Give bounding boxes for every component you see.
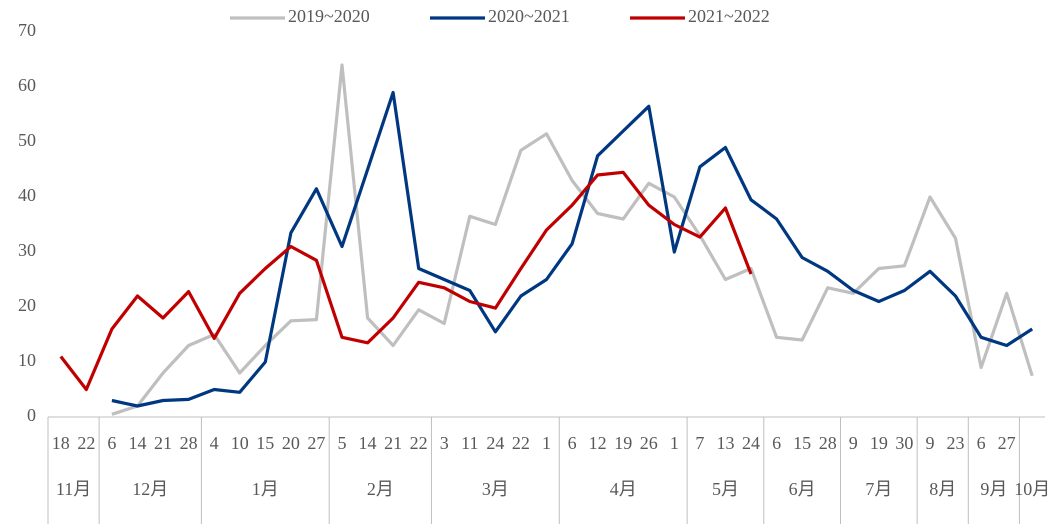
x-tick-label: 22 [77, 433, 95, 453]
x-tick-label: 1 [542, 433, 551, 453]
y-tick-label: 70 [18, 20, 36, 40]
x-tick-label: 7 [695, 433, 704, 453]
x-tick-label: 23 [947, 433, 965, 453]
x-tick-label: 13 [716, 433, 734, 453]
month-label: 4月 [610, 479, 637, 499]
series-line [111, 90, 1034, 408]
legend-label: 2021~2022 [688, 6, 770, 26]
y-tick-label: 10 [18, 350, 36, 370]
month-label: 2月 [367, 479, 394, 499]
x-tick-label: 28 [180, 433, 198, 453]
x-tick-label: 26 [640, 433, 658, 453]
x-tick-label: 9 [925, 433, 934, 453]
legend-label: 2020~2021 [488, 6, 570, 26]
y-tick-label: 50 [18, 130, 36, 150]
x-tick-label: 21 [154, 433, 172, 453]
x-tick-label: 15 [256, 433, 274, 453]
x-tick-label: 14 [128, 433, 146, 453]
x-tick-label: 1 [670, 433, 679, 453]
x-tick-label: 3 [440, 433, 449, 453]
x-tick-label: 4 [210, 433, 219, 453]
month-label: 3月 [482, 479, 509, 499]
x-tick-label: 6 [107, 433, 116, 453]
month-label: 8月 [929, 479, 956, 499]
x-tick-label: 27 [307, 433, 325, 453]
x-tick-label: 14 [359, 433, 377, 453]
x-tick-label: 12 [589, 433, 607, 453]
x-tick-label: 24 [742, 433, 760, 453]
x-tick-label: 5 [337, 433, 346, 453]
x-tick-label: 15 [793, 433, 811, 453]
x-tick-label: 18 [52, 433, 70, 453]
x-tick-label: 11 [461, 433, 478, 453]
x-tick-label: 20 [282, 433, 300, 453]
series-line [59, 170, 753, 392]
x-tick-label: 9 [849, 433, 858, 453]
y-tick-label: 60 [18, 75, 36, 95]
x-tick-label: 22 [410, 433, 428, 453]
x-tick-label: 19 [870, 433, 888, 453]
x-tick-label: 19 [614, 433, 632, 453]
month-label: 5月 [712, 479, 739, 499]
x-tick-label: 22 [512, 433, 530, 453]
y-tick-label: 20 [18, 295, 36, 315]
y-tick-label: 40 [18, 185, 36, 205]
legend-label: 2019~2020 [288, 6, 370, 26]
month-label: 7月 [865, 479, 892, 499]
x-tick-label: 21 [384, 433, 402, 453]
x-tick-label: 6 [977, 433, 986, 453]
y-tick-label: 0 [27, 405, 36, 425]
month-label: 11月 [56, 479, 91, 499]
x-tick-label: 27 [998, 433, 1016, 453]
x-tick-label: 6 [772, 433, 781, 453]
x-tick-label: 28 [819, 433, 837, 453]
x-tick-label: 30 [895, 433, 913, 453]
x-tick-label: 24 [486, 433, 504, 453]
month-label: 1月 [252, 479, 279, 499]
month-label: 6月 [789, 479, 816, 499]
month-label: 12月 [132, 479, 168, 499]
y-tick-label: 30 [18, 240, 36, 260]
month-label: 10月 [1014, 479, 1050, 499]
series-line [111, 63, 1034, 416]
x-tick-label: 6 [568, 433, 577, 453]
month-label: 9月 [980, 479, 1007, 499]
x-tick-label: 10 [231, 433, 249, 453]
